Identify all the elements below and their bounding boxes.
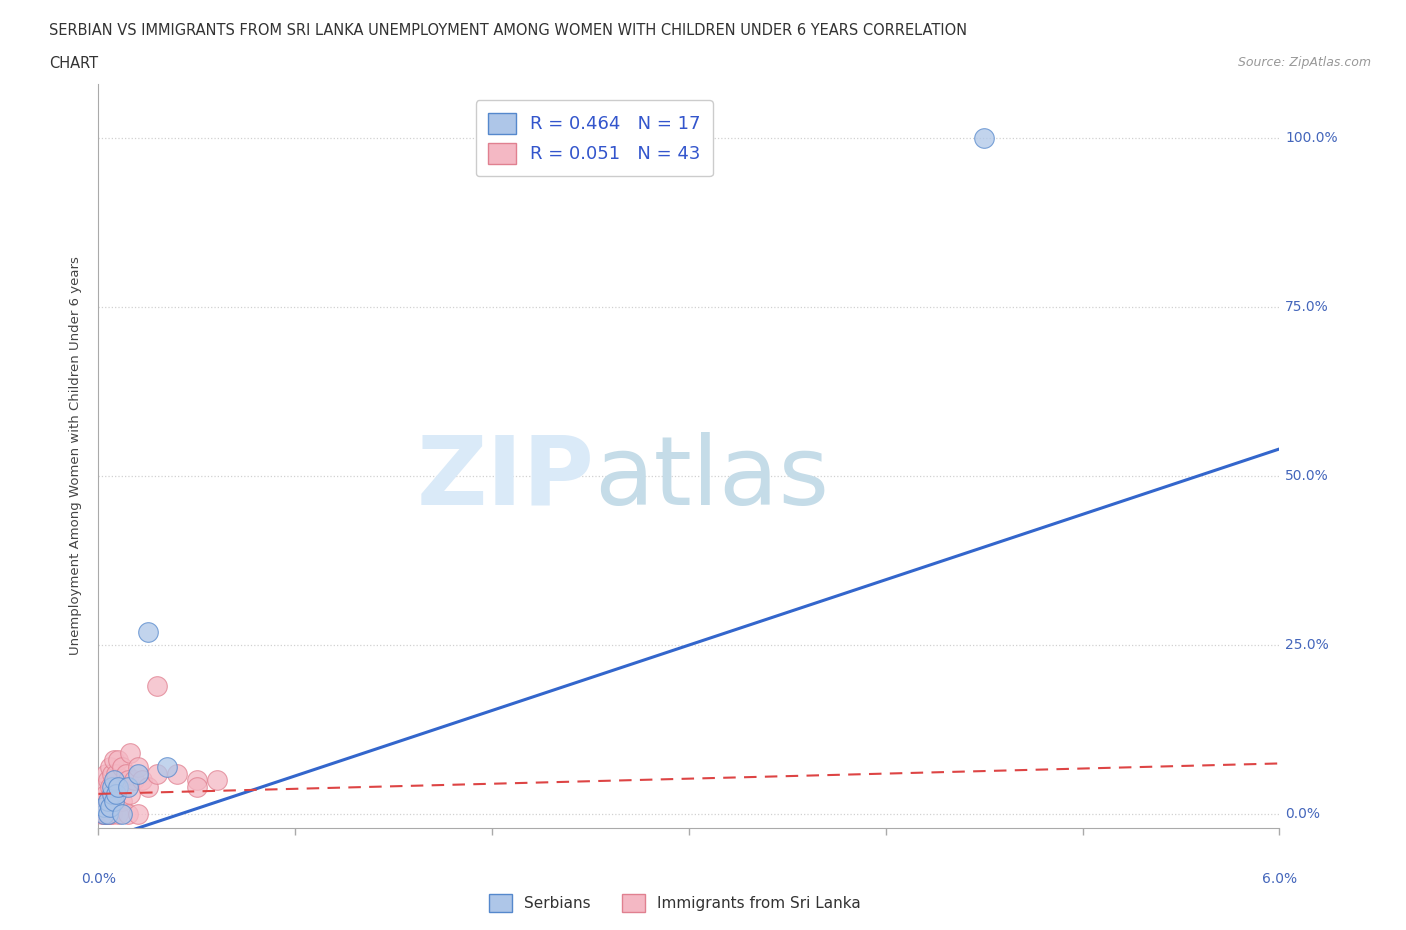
- Point: [91, 800, 114, 815]
- Point: [105, 766, 128, 781]
- Point: [93, 793, 115, 808]
- Point: [103, 773, 125, 788]
- Point: [103, 793, 125, 808]
- Point: [115, 766, 138, 781]
- Point: [118, 746, 141, 761]
- Point: [112, 779, 135, 794]
- Text: 75.0%: 75.0%: [1285, 299, 1329, 314]
- Point: [96, 787, 118, 802]
- Point: [146, 766, 169, 781]
- Text: 0.0%: 0.0%: [1285, 807, 1320, 821]
- Text: atlas: atlas: [595, 432, 830, 525]
- Point: [117, 806, 139, 821]
- Point: [205, 773, 228, 788]
- Point: [146, 678, 169, 693]
- Text: 100.0%: 100.0%: [1285, 131, 1339, 145]
- Point: [101, 779, 124, 794]
- Point: [97, 806, 120, 821]
- Point: [101, 766, 124, 781]
- Point: [136, 624, 159, 639]
- Point: [93, 806, 115, 821]
- Text: CHART: CHART: [49, 56, 98, 71]
- Point: [101, 787, 124, 802]
- Point: [105, 787, 128, 802]
- Point: [93, 806, 115, 821]
- Point: [107, 752, 129, 767]
- Point: [117, 773, 139, 788]
- Point: [105, 787, 128, 802]
- Point: [127, 760, 149, 775]
- Point: [117, 779, 139, 794]
- Text: 6.0%: 6.0%: [1263, 872, 1296, 886]
- Legend: R = 0.464   N = 17, R = 0.051   N = 43: R = 0.464 N = 17, R = 0.051 N = 43: [475, 100, 713, 176]
- Point: [97, 806, 120, 821]
- Point: [111, 760, 134, 775]
- Point: [98, 779, 121, 794]
- Point: [107, 779, 129, 794]
- Point: [186, 773, 208, 788]
- Point: [93, 800, 115, 815]
- Point: [97, 793, 120, 808]
- Point: [111, 806, 134, 821]
- Point: [101, 787, 124, 802]
- Text: ZIP: ZIP: [416, 432, 595, 525]
- Point: [186, 779, 208, 794]
- Text: 25.0%: 25.0%: [1285, 638, 1329, 652]
- Point: [166, 766, 188, 781]
- Point: [96, 806, 118, 821]
- Point: [973, 130, 995, 145]
- Point: [98, 806, 121, 821]
- Point: [98, 760, 121, 775]
- Point: [118, 787, 141, 802]
- Text: 0.0%: 0.0%: [82, 872, 115, 886]
- Point: [103, 793, 125, 808]
- Point: [131, 773, 153, 788]
- Point: [97, 773, 120, 788]
- Point: [107, 779, 129, 794]
- Point: [122, 773, 145, 788]
- Point: [103, 752, 125, 767]
- Text: Source: ZipAtlas.com: Source: ZipAtlas.com: [1237, 56, 1371, 69]
- Point: [127, 806, 149, 821]
- Point: [97, 793, 120, 808]
- Text: SERBIAN VS IMMIGRANTS FROM SRI LANKA UNEMPLOYMENT AMONG WOMEN WITH CHILDREN UNDE: SERBIAN VS IMMIGRANTS FROM SRI LANKA UNE…: [49, 23, 967, 38]
- Point: [98, 800, 121, 815]
- Point: [111, 793, 134, 808]
- Point: [91, 806, 114, 821]
- Text: 50.0%: 50.0%: [1285, 469, 1329, 483]
- Point: [96, 766, 118, 781]
- Legend: Serbians, Immigrants from Sri Lanka: Serbians, Immigrants from Sri Lanka: [484, 888, 866, 918]
- Point: [136, 779, 159, 794]
- Point: [156, 760, 179, 775]
- Point: [93, 779, 115, 794]
- Y-axis label: Unemployment Among Women with Children Under 6 years: Unemployment Among Women with Children U…: [69, 257, 83, 655]
- Point: [107, 806, 129, 821]
- Point: [127, 766, 149, 781]
- Point: [101, 806, 124, 821]
